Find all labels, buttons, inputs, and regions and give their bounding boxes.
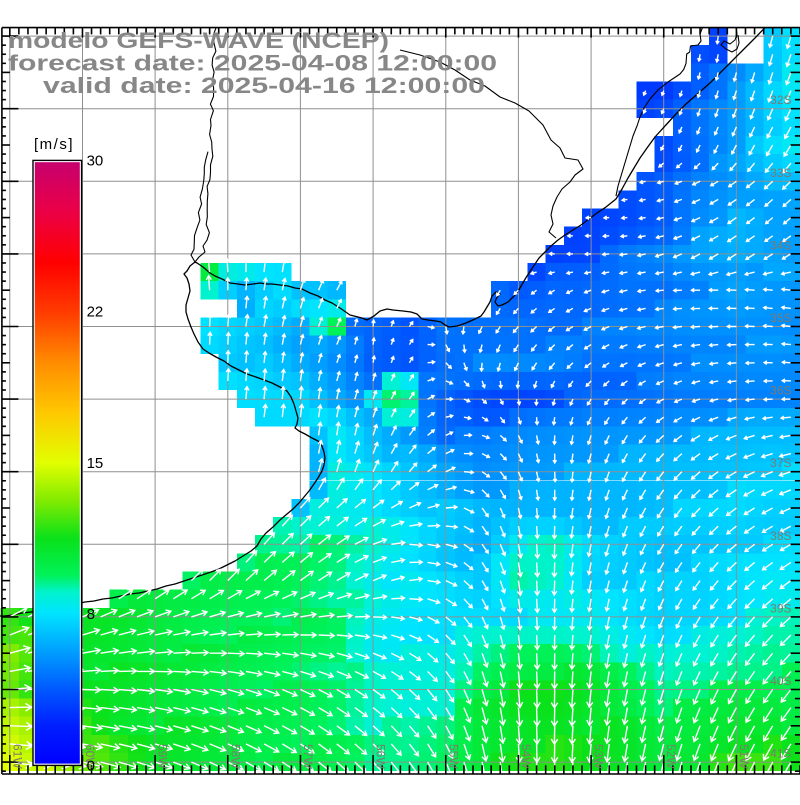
svg-text:35S: 35S (770, 311, 791, 325)
svg-text:59W: 59W (156, 744, 170, 769)
svg-text:38S: 38S (770, 529, 791, 543)
svg-text:60W: 60W (83, 744, 97, 769)
svg-text:modelo GEFS-WAVE (NCEP): modelo GEFS-WAVE (NCEP) (8, 28, 389, 53)
svg-text:33S: 33S (770, 166, 791, 180)
svg-text:8: 8 (87, 606, 95, 623)
svg-text:[m/s]: [m/s] (34, 136, 74, 153)
svg-text:40S: 40S (770, 674, 791, 688)
svg-text:36S: 36S (770, 384, 791, 398)
svg-text:forecast date: 2025-04-08 12:0: forecast date: 2025-04-08 12:00:00 (8, 51, 497, 76)
svg-text:32S: 32S (770, 93, 791, 107)
svg-text:51W: 51W (737, 744, 751, 769)
svg-text:30: 30 (87, 152, 104, 169)
svg-text:57W: 57W (301, 744, 315, 769)
svg-text:15: 15 (87, 455, 104, 472)
svg-text:61W: 61W (10, 744, 24, 769)
svg-text:54W: 54W (519, 744, 533, 769)
svg-text:52W: 52W (664, 744, 678, 769)
svg-text:37S: 37S (770, 456, 791, 470)
svg-text:0: 0 (87, 757, 95, 774)
svg-text:53W: 53W (592, 744, 606, 769)
svg-text:valid date: 2025-04-16 12:00:0: valid date: 2025-04-16 12:00:00 (43, 73, 485, 98)
svg-text:41S: 41S (770, 747, 791, 761)
svg-text:22: 22 (87, 304, 104, 321)
svg-text:34S: 34S (770, 238, 791, 252)
svg-text:55W: 55W (446, 744, 460, 769)
svg-text:58W: 58W (228, 744, 242, 769)
svg-text:56W: 56W (374, 744, 388, 769)
svg-text:39S: 39S (770, 601, 791, 615)
